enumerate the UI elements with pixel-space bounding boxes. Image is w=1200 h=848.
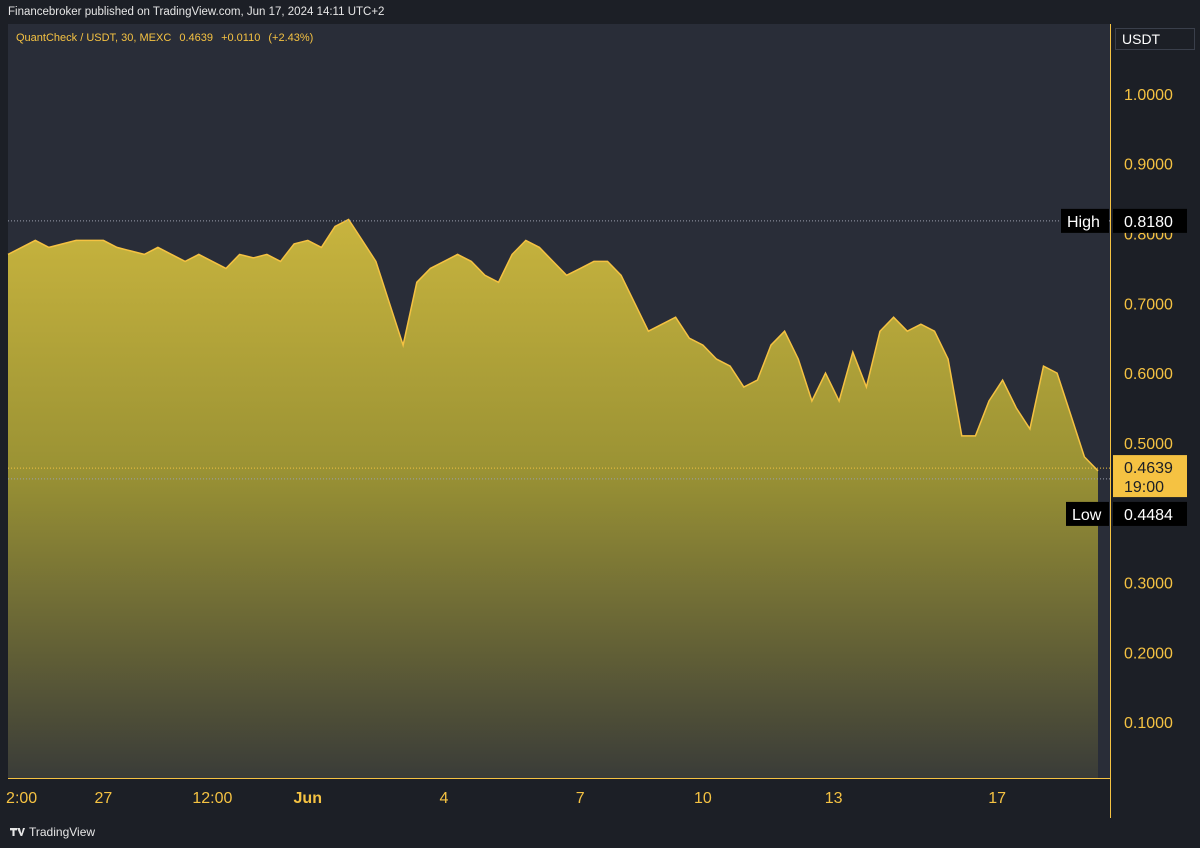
current-price-value: 0.4639 — [1124, 460, 1173, 477]
currency-unit-button[interactable]: USDT — [1115, 28, 1195, 50]
symbol-name: QuantCheck / USDT, 30, MEXC — [16, 32, 172, 44]
current-price-box — [1113, 455, 1187, 498]
high-label: High — [1067, 214, 1100, 231]
high-label-box — [1061, 208, 1109, 233]
y-tick-label: 0.3000 — [1124, 576, 1173, 593]
x-tick-label: 7 — [576, 790, 585, 807]
low-label-box — [1066, 501, 1109, 526]
x-tick-label: 17 — [988, 790, 1006, 807]
symbol-info: QuantCheck / USDT, 30, MEXC 0.4639 +0.01… — [16, 32, 318, 44]
y-tick-label: 0.5000 — [1124, 436, 1173, 453]
price-area — [8, 219, 1098, 778]
tradingview-logo-icon — [10, 827, 25, 837]
countdown-value: 19:00 — [1124, 479, 1164, 496]
tradingview-brand: TradingView — [29, 825, 96, 839]
x-tick-label: 12:00 — [192, 790, 232, 807]
header-bar: Financebroker published on TradingView.c… — [0, 0, 1200, 24]
high-value: 0.8180 — [1124, 214, 1173, 231]
x-tick-label: 27 — [94, 790, 112, 807]
y-tick-label: 0.7000 — [1124, 296, 1173, 313]
x-tick-label: 10 — [694, 790, 712, 807]
price-line — [7, 218, 1099, 472]
x-tick-label: 2:00 — [6, 790, 37, 807]
x-tick-label: 13 — [825, 790, 843, 807]
low-value-box — [1113, 501, 1187, 526]
high-value-box — [1113, 208, 1187, 233]
symbol-change: +0.0110 — [221, 32, 261, 44]
low-value: 0.4484 — [1124, 507, 1173, 524]
y-tick-label: 0.1000 — [1124, 715, 1173, 732]
tradingview-logo[interactable]: TradingView — [10, 825, 95, 839]
x-tick-label: 4 — [440, 790, 449, 807]
footer-bar: TradingView — [0, 818, 1200, 848]
y-tick-label: 0.2000 — [1124, 645, 1173, 662]
low-label: Low — [1072, 507, 1102, 524]
symbol-last: 0.4639 — [179, 32, 213, 44]
x-tick-label: Jun — [294, 790, 322, 807]
symbol-change-pct: (+2.43%) — [268, 32, 314, 44]
y-tick-label: 0.9000 — [1124, 157, 1173, 174]
published-text: Financebroker published on TradingView.c… — [8, 6, 385, 18]
y-tick-label: 0.6000 — [1124, 366, 1173, 383]
y-tick-label: 1.0000 — [1124, 87, 1173, 104]
